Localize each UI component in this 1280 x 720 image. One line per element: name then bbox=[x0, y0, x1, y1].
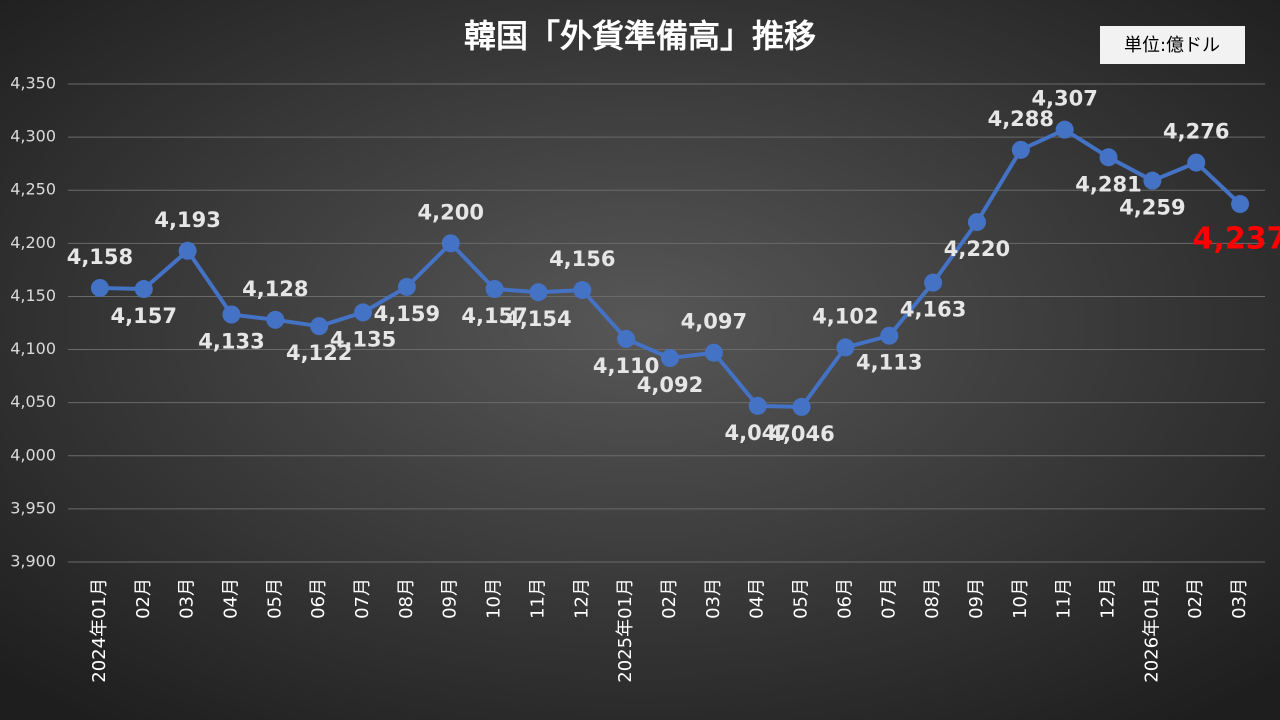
x-tick-label: 12月 bbox=[1098, 578, 1119, 619]
data-point bbox=[573, 281, 592, 300]
data-point bbox=[661, 349, 679, 368]
data-point bbox=[354, 303, 373, 322]
x-tick-label: 02月 bbox=[1185, 578, 1206, 619]
y-tick-label: 3,950 bbox=[10, 498, 56, 517]
x-tick-label: 2026年01月 bbox=[1141, 578, 1162, 683]
value-label: 4,102 bbox=[812, 304, 878, 328]
chart-title: 韓国「外貨準備高」推移 bbox=[464, 17, 816, 55]
value-label: 4,135 bbox=[330, 327, 396, 351]
y-tick-label: 4,050 bbox=[10, 392, 56, 411]
value-label: 4,157 bbox=[461, 304, 527, 328]
data-point bbox=[704, 343, 723, 362]
y-tick-label: 3,900 bbox=[10, 552, 56, 571]
x-tick-label: 02月 bbox=[133, 578, 154, 619]
value-label: 4,156 bbox=[549, 247, 615, 271]
value-label: 4,046 bbox=[768, 422, 834, 446]
x-tick-label: 08月 bbox=[922, 578, 943, 619]
data-point bbox=[1011, 140, 1030, 159]
value-label: 4,288 bbox=[988, 107, 1054, 131]
y-tick-label: 4,350 bbox=[10, 74, 56, 93]
data-point bbox=[485, 280, 504, 299]
x-tick-label: 02月 bbox=[659, 578, 680, 619]
data-point bbox=[529, 283, 548, 302]
data-point bbox=[310, 317, 329, 336]
data-point bbox=[880, 326, 899, 345]
data-point bbox=[792, 397, 811, 416]
x-tick-label: 12月 bbox=[571, 578, 592, 619]
value-label: 4,307 bbox=[1031, 87, 1097, 111]
value-label: 4,276 bbox=[1163, 120, 1229, 144]
value-label: 4,110 bbox=[593, 354, 659, 378]
value-label: 4,128 bbox=[242, 277, 308, 301]
data-point bbox=[1143, 171, 1162, 190]
x-tick-label: 09月 bbox=[440, 578, 461, 619]
data-point bbox=[1231, 195, 1250, 214]
data-point bbox=[397, 277, 416, 296]
unit-label: 単位:億ドル bbox=[1124, 35, 1220, 56]
x-tick-label: 10月 bbox=[484, 578, 505, 619]
data-point bbox=[924, 273, 943, 292]
y-tick-label: 4,250 bbox=[10, 180, 56, 199]
data-point bbox=[617, 329, 636, 348]
x-tick-label: 09月 bbox=[966, 578, 987, 619]
x-tick-label: 07月 bbox=[352, 578, 373, 619]
data-point bbox=[1099, 148, 1118, 167]
y-tick-label: 4,200 bbox=[10, 233, 56, 252]
value-label: 4,281 bbox=[1075, 172, 1141, 196]
value-label: 4,163 bbox=[900, 298, 966, 322]
data-point bbox=[1187, 153, 1206, 172]
value-label: 4,220 bbox=[944, 237, 1010, 261]
x-tick-label: 06月 bbox=[308, 578, 329, 619]
data-point bbox=[266, 310, 285, 329]
value-label: 4,259 bbox=[1119, 196, 1185, 220]
value-label: 4,097 bbox=[681, 310, 747, 334]
unit-box bbox=[1100, 26, 1245, 64]
value-label: 4,092 bbox=[637, 373, 703, 397]
y-tick-label: 4,300 bbox=[10, 127, 56, 146]
x-tick-label: 04月 bbox=[747, 578, 768, 619]
value-label: 4,154 bbox=[505, 307, 571, 331]
value-label: 4,122 bbox=[286, 341, 352, 365]
y-tick-label: 4,000 bbox=[10, 445, 56, 464]
data-point bbox=[178, 241, 197, 260]
value-label: 4,158 bbox=[67, 245, 133, 269]
x-tick-label: 04月 bbox=[220, 578, 241, 619]
x-tick-label: 05月 bbox=[791, 578, 812, 619]
data-point bbox=[222, 305, 241, 324]
y-tick-label: 4,150 bbox=[10, 286, 56, 305]
x-tick-label: 11月 bbox=[1054, 578, 1075, 619]
x-tick-label: 03月 bbox=[1229, 578, 1250, 619]
highlight-label: 4,237 bbox=[1193, 222, 1280, 257]
data-point bbox=[90, 278, 109, 297]
data-point bbox=[441, 234, 460, 253]
value-label: 4,159 bbox=[374, 302, 440, 326]
x-tick-label: 08月 bbox=[396, 578, 417, 619]
x-tick-label: 03月 bbox=[703, 578, 724, 619]
data-point bbox=[134, 280, 153, 299]
x-tick-label: 11月 bbox=[527, 578, 548, 619]
data-point bbox=[967, 213, 986, 232]
x-tick-label: 03月 bbox=[177, 578, 198, 619]
x-tick-label: 06月 bbox=[834, 578, 855, 619]
value-label: 4,133 bbox=[198, 330, 264, 354]
data-point bbox=[748, 396, 767, 415]
y-tick-label: 4,100 bbox=[10, 339, 56, 358]
x-tick-label: 05月 bbox=[264, 578, 285, 619]
x-tick-label: 2024年01月 bbox=[89, 578, 110, 683]
data-point bbox=[1055, 120, 1074, 139]
value-label: 4,047 bbox=[724, 421, 790, 445]
value-label: 4,200 bbox=[418, 200, 484, 224]
value-label: 4,113 bbox=[856, 351, 922, 375]
x-tick-label: 2025年01月 bbox=[615, 578, 636, 683]
value-label: 4,157 bbox=[111, 304, 177, 328]
data-point bbox=[836, 338, 855, 357]
x-tick-label: 07月 bbox=[878, 578, 899, 619]
x-tick-label: 10月 bbox=[1010, 578, 1031, 619]
value-label: 4,193 bbox=[154, 208, 220, 232]
